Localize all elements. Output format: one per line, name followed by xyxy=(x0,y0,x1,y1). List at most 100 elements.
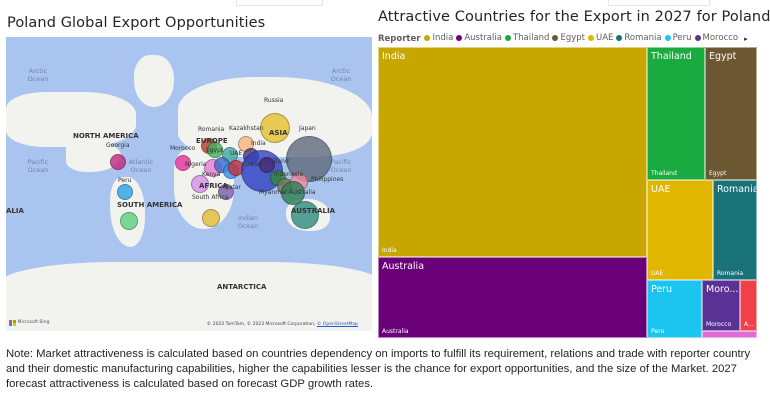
treemap-cell-thailand[interactable]: Thailand Thailand xyxy=(647,47,705,180)
legend-dot-icon xyxy=(456,35,463,41)
top-watermark-strip xyxy=(236,0,323,6)
treemap-cell-label: India xyxy=(382,51,406,62)
map-bubble-russia[interactable] xyxy=(260,113,290,143)
legend-item-label: Australia xyxy=(464,33,502,43)
continent-label: EUROPE xyxy=(196,137,228,145)
treemap-cell-label: Egypt xyxy=(709,51,737,62)
country-label: Russia xyxy=(264,97,284,104)
legend-item-label: Morocco xyxy=(702,33,739,43)
treemap-cell-other[interactable] xyxy=(702,331,757,338)
treemap-cell-a[interactable]: A... xyxy=(740,280,757,331)
map-bubble-qatar2[interactable] xyxy=(218,184,234,200)
land-north-america xyxy=(6,92,136,147)
legend-item-peru[interactable]: Peru xyxy=(664,33,692,43)
country-label: Kuwait xyxy=(242,161,263,168)
country-label: Romania xyxy=(198,126,225,133)
treemap-cell-label: Australia xyxy=(382,261,425,272)
treemap-chart: India India Australia Australia Thailand Thai… xyxy=(378,47,757,338)
country-label: Kazakhstan xyxy=(229,125,264,132)
treemap-cell-uae[interactable]: UAE UAE xyxy=(647,180,713,280)
treemap-cell-morocco[interactable]: Moro... Morocco xyxy=(702,280,740,331)
treemap-cell-sublabel: Romania xyxy=(717,270,744,277)
top-watermark-strip-right xyxy=(608,0,710,6)
map-title: Poland Global Export Opportunities xyxy=(7,15,266,31)
continent-label: ALIA xyxy=(6,207,24,215)
legend-item-uae[interactable]: UAE xyxy=(587,33,613,43)
map-attribution: © 2023 TomTom, © 2023 Microsoft Corporat… xyxy=(207,322,358,327)
treemap-cell-australia[interactable]: Australia Australia xyxy=(378,257,647,338)
legend-dot-icon xyxy=(664,35,671,41)
country-label: Egypt xyxy=(206,147,224,154)
legend-item-australia[interactable]: Australia xyxy=(456,33,502,43)
treemap-cell-sublabel: Thailand xyxy=(651,170,677,177)
treemap-cell-india[interactable]: India India xyxy=(378,47,647,257)
treemap-title: Attractive Countries for the Export in 2… xyxy=(378,9,770,25)
continent-label: AFRICA xyxy=(199,182,228,190)
legend-item-morocco[interactable]: Morocco xyxy=(694,33,739,43)
treemap-cell-label: Peru xyxy=(651,284,673,295)
treemap-cell-sublabel: India xyxy=(382,247,397,254)
continent-label: ASIA xyxy=(269,129,288,137)
country-label: Indonesia xyxy=(274,171,304,178)
country-label: Peru xyxy=(118,177,132,184)
map-bubble-georgia[interactable] xyxy=(110,154,126,170)
country-label: Myanmar xyxy=(259,189,288,196)
bing-logo: Microsoft Bing xyxy=(9,319,49,326)
legend-dot-icon xyxy=(424,35,431,41)
legend-item-label: Romania xyxy=(624,33,662,43)
legend-dot-icon xyxy=(616,35,623,41)
map-bubble-thailand[interactable] xyxy=(259,157,275,173)
country-label: Japan xyxy=(299,125,316,132)
treemap-cell-sublabel: UAE xyxy=(651,270,664,277)
legend-next-arrow-icon[interactable]: ▸ xyxy=(744,34,748,43)
treemap-cell-sublabel: Peru xyxy=(651,328,665,335)
country-label: Australia xyxy=(289,189,316,196)
map-bubble-south-america[interactable] xyxy=(120,212,138,230)
footnote: Note: Market attractiveness is calculate… xyxy=(6,348,751,390)
treemap-cell-label: Thailand xyxy=(651,51,692,62)
treemap-cell-romania[interactable]: Romania Romania xyxy=(713,180,757,280)
map-bubble-peru[interactable] xyxy=(117,184,133,200)
map-bubble-australia2[interactable] xyxy=(291,201,319,229)
map-bubble-south-africa[interactable] xyxy=(202,209,220,227)
microsoft-logo-icon xyxy=(9,319,16,326)
map-bubble-morocco[interactable] xyxy=(175,155,191,171)
ocean-label: Pacific Ocean xyxy=(330,158,352,174)
ocean-label: Indian Ocean xyxy=(237,214,259,230)
ocean-label: Atlantic Ocean xyxy=(128,158,154,174)
treemap-cell-sublabel: Morocco xyxy=(706,321,732,328)
legend-dot-icon xyxy=(694,35,701,41)
openstreetmap-link[interactable]: © OpenStreetMap xyxy=(316,322,358,327)
treemap-cell-label: Romania xyxy=(717,184,757,195)
land-antarctica xyxy=(6,262,372,331)
country-label: Philippines xyxy=(311,176,344,183)
treemap-cell-egypt[interactable]: Egypt Egypt xyxy=(705,47,757,180)
treemap-cell-peru[interactable]: Peru Peru xyxy=(647,280,702,338)
legend-item-romania[interactable]: Romania xyxy=(616,33,662,43)
treemap-legend: Reporter India Australia Thailand Egypt UAE R… xyxy=(378,33,748,44)
ocean-label: Arctic Ocean xyxy=(27,67,49,83)
world-bubble-map[interactable]: Arctic Ocean Arctic Ocean Pacific Ocean Atlant… xyxy=(6,37,372,331)
country-label: Georgia xyxy=(106,142,130,149)
continent-label: ANTARCTICA xyxy=(217,283,267,291)
country-label: South Africa xyxy=(192,194,229,201)
ocean-label: Arctic Ocean xyxy=(330,67,352,83)
country-label: Morocco xyxy=(170,145,196,152)
legend-item-thailand[interactable]: Thailand xyxy=(504,33,550,43)
legend-item-egypt[interactable]: Egypt xyxy=(552,33,585,43)
land-greenland xyxy=(134,55,174,107)
treemap-cell-label: UAE xyxy=(651,184,671,195)
attribution-text: © 2023 TomTom, © 2023 Microsoft Corporat… xyxy=(206,322,316,327)
country-label: Thailand xyxy=(263,158,289,165)
country-label: Qatar xyxy=(224,184,241,191)
legend-item-india[interactable]: India xyxy=(424,33,453,43)
treemap-cell-sublabel: Egypt xyxy=(709,170,727,177)
country-label: India xyxy=(251,140,266,147)
legend-item-label: Peru xyxy=(672,33,692,43)
legend-item-label: India xyxy=(432,33,454,43)
treemap-cell-sublabel: A... xyxy=(744,321,754,328)
ocean-label: Pacific Ocean xyxy=(27,158,49,174)
legend-item-label: Thailand xyxy=(512,33,550,43)
treemap-cell-sublabel: Australia xyxy=(382,328,409,335)
map-bubble-africa[interactable] xyxy=(191,175,209,193)
